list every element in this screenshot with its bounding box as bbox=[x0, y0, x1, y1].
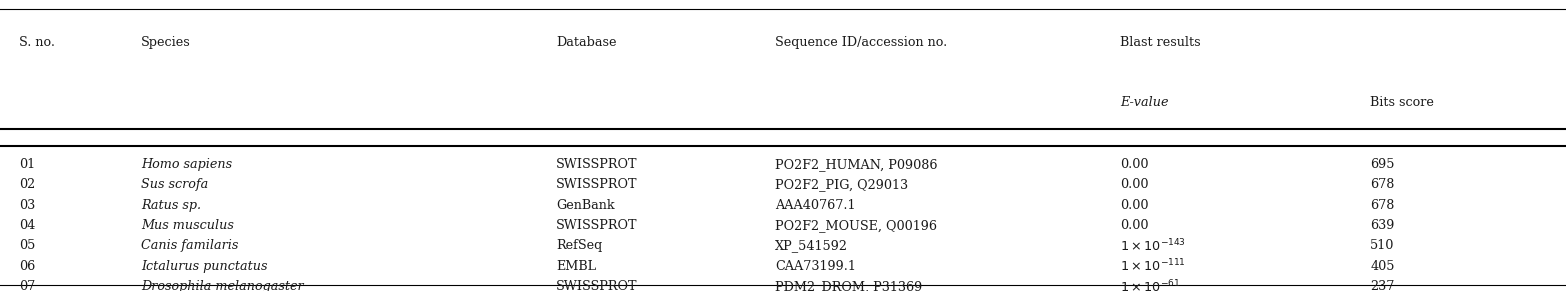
Text: 0.00: 0.00 bbox=[1120, 158, 1148, 171]
Text: CAA73199.1: CAA73199.1 bbox=[775, 260, 857, 273]
Text: RefSeq: RefSeq bbox=[556, 239, 603, 252]
Text: SWISSPROT: SWISSPROT bbox=[556, 158, 637, 171]
Text: SWISSPROT: SWISSPROT bbox=[556, 280, 637, 291]
Text: 04: 04 bbox=[19, 219, 34, 232]
Text: 237: 237 bbox=[1370, 280, 1395, 291]
Text: Homo sapiens: Homo sapiens bbox=[141, 158, 232, 171]
Text: Canis familaris: Canis familaris bbox=[141, 239, 238, 252]
Text: 0.00: 0.00 bbox=[1120, 219, 1148, 232]
Text: 01: 01 bbox=[19, 158, 34, 171]
Text: 510: 510 bbox=[1370, 239, 1395, 252]
Text: S. no.: S. no. bbox=[19, 36, 55, 49]
Text: GenBank: GenBank bbox=[556, 199, 614, 212]
Text: Sequence ID/accession no.: Sequence ID/accession no. bbox=[775, 36, 947, 49]
Text: PO2F2_HUMAN, P09086: PO2F2_HUMAN, P09086 bbox=[775, 158, 938, 171]
Text: 639: 639 bbox=[1370, 219, 1395, 232]
Text: 05: 05 bbox=[19, 239, 34, 252]
Text: $1 \times 10^{-111}$: $1 \times 10^{-111}$ bbox=[1120, 258, 1185, 275]
Text: PDM2_DROM, P31369: PDM2_DROM, P31369 bbox=[775, 280, 922, 291]
Text: 678: 678 bbox=[1370, 199, 1395, 212]
Text: SWISSPROT: SWISSPROT bbox=[556, 219, 637, 232]
Text: 678: 678 bbox=[1370, 178, 1395, 191]
Text: 06: 06 bbox=[19, 260, 34, 273]
Text: 0.00: 0.00 bbox=[1120, 178, 1148, 191]
Text: 405: 405 bbox=[1370, 260, 1395, 273]
Text: EMBL: EMBL bbox=[556, 260, 597, 273]
Text: PO2F2_PIG, Q29013: PO2F2_PIG, Q29013 bbox=[775, 178, 908, 191]
Text: Bits score: Bits score bbox=[1370, 96, 1434, 109]
Text: Drosophila melanogaster: Drosophila melanogaster bbox=[141, 280, 304, 291]
Text: Mus musculus: Mus musculus bbox=[141, 219, 233, 232]
Text: $1 \times 10^{-61}$: $1 \times 10^{-61}$ bbox=[1120, 278, 1179, 291]
Text: AAA40767.1: AAA40767.1 bbox=[775, 199, 855, 212]
Text: $1 \times 10^{-143}$: $1 \times 10^{-143}$ bbox=[1120, 237, 1185, 254]
Text: Sus scrofa: Sus scrofa bbox=[141, 178, 208, 191]
Text: Ratus sp.: Ratus sp. bbox=[141, 199, 200, 212]
Text: Blast results: Blast results bbox=[1120, 36, 1200, 49]
Text: SWISSPROT: SWISSPROT bbox=[556, 178, 637, 191]
Text: 03: 03 bbox=[19, 199, 34, 212]
Text: 695: 695 bbox=[1370, 158, 1395, 171]
Text: Database: Database bbox=[556, 36, 617, 49]
Text: 02: 02 bbox=[19, 178, 34, 191]
Text: XP_541592: XP_541592 bbox=[775, 239, 849, 252]
Text: Ictalurus punctatus: Ictalurus punctatus bbox=[141, 260, 268, 273]
Text: E-value: E-value bbox=[1120, 96, 1168, 109]
Text: PO2F2_MOUSE, Q00196: PO2F2_MOUSE, Q00196 bbox=[775, 219, 936, 232]
Text: Species: Species bbox=[141, 36, 191, 49]
Text: 07: 07 bbox=[19, 280, 34, 291]
Text: 0.00: 0.00 bbox=[1120, 199, 1148, 212]
